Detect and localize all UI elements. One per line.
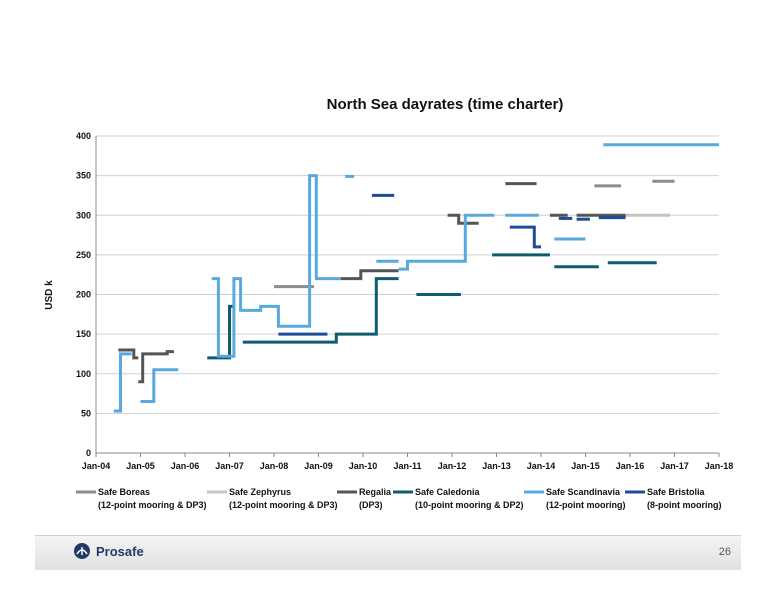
series-line-segment (211, 174, 341, 358)
x-tick-label: Jan-12 (438, 461, 467, 471)
legend-item: Regalia (DP3) (337, 487, 392, 510)
legend-note: (12-point mooring & DP3) (98, 500, 207, 510)
legend-item: Safe Boreas (12-point mooring & DP3) (76, 487, 207, 510)
legend-item: Safe Bristolia (8-point mooring) (625, 487, 721, 510)
chart-title: North Sea dayrates (time charter) (327, 96, 564, 113)
y-tick-label: 250 (76, 250, 91, 260)
legend-name: Safe Caledonia (415, 487, 481, 497)
gridlines (96, 135, 719, 414)
legend-name: Regalia (359, 487, 392, 497)
x-tick-label: Jan-16 (616, 461, 645, 471)
logo-text: Prosafe (96, 543, 144, 559)
series-lines (113, 143, 719, 413)
page-number: 26 (718, 546, 731, 558)
series-safe-boreas (274, 179, 675, 289)
y-tick-label: 100 (76, 369, 91, 379)
legend-note: (DP3) (359, 500, 383, 510)
y-tick-labels: 0 50 100 150 200 250 300 350 400 (76, 131, 91, 458)
legend-item: Safe Scandinavia (12-point mooring) (524, 487, 626, 510)
x-tick-label: Jan-13 (482, 461, 511, 471)
legend-item: Safe Zephyrus (12-point mooring & DP3) (207, 487, 338, 510)
series-safe-scandinavia (113, 143, 719, 413)
series-line-segment (113, 352, 132, 413)
y-tick-label: 50 (81, 408, 91, 418)
x-tick-label: Jan-08 (260, 461, 289, 471)
x-tick-label: Jan-09 (304, 461, 333, 471)
prosafe-logo-icon (74, 543, 90, 559)
x-tick-label: Jan-14 (527, 461, 556, 471)
series-regalia (118, 182, 626, 384)
y-tick-label: 150 (76, 329, 91, 339)
x-tick-labels: Jan-04 Jan-05 Jan-06 Jan-07 Jan-08 Jan-09 Jan-… (82, 461, 734, 471)
series-safe-caledonia (207, 253, 657, 360)
legend: Safe Boreas(12-point mooring & DP3)Safe … (76, 487, 721, 510)
x-tick-label: Jan-05 (126, 461, 155, 471)
x-tick-label: Jan-04 (82, 461, 111, 471)
x-tick-label: Jan-06 (171, 461, 200, 471)
series-line-segment (340, 269, 399, 281)
legend-note: (12-point mooring & DP3) (229, 500, 338, 510)
legend-name: Safe Boreas (98, 487, 150, 497)
series-line-segment (118, 348, 139, 360)
y-tick-label: 300 (76, 210, 91, 220)
axes (95, 136, 720, 457)
legend-note: (12-point mooring) (546, 500, 626, 510)
x-tick-label: Jan-15 (571, 461, 600, 471)
legend-name: Safe Scandinavia (546, 487, 621, 497)
footer-bar: Prosafe 26 (35, 535, 741, 570)
x-tick-label: Jan-18 (705, 461, 734, 471)
legend-note: (10-point mooring & DP2) (415, 500, 524, 510)
legend-note: (8-point mooring) (647, 500, 721, 510)
series-line-segment (509, 225, 541, 249)
legend-name: Safe Bristolia (647, 487, 706, 497)
x-tick-label: Jan-11 (393, 461, 421, 471)
series-line-segment (207, 304, 234, 360)
x-tick-label: Jan-10 (349, 461, 378, 471)
series-line-segment (140, 368, 179, 403)
y-tick-label: 350 (76, 171, 91, 181)
y-tick-label: 0 (86, 448, 91, 458)
y-tick-label: 400 (76, 131, 91, 141)
y-axis-title: USD k (44, 280, 55, 310)
legend-name: Safe Zephyrus (229, 487, 291, 497)
series-safe-bristolia (278, 193, 626, 336)
x-tick-label: Jan-17 (660, 461, 689, 471)
series-line-segment (398, 213, 495, 271)
y-tick-label: 200 (76, 290, 91, 300)
legend-item: Safe Caledonia (10-point mooring & DP2) (393, 487, 524, 510)
series-line-segment (447, 213, 479, 225)
x-tick-label: Jan-07 (215, 461, 244, 471)
series-line-segment (242, 277, 399, 344)
prosafe-logo: Prosafe (73, 542, 144, 560)
dayrates-chart: North Sea dayrates (time charter) USD k … (44, 96, 734, 510)
series-line-segment (138, 350, 174, 384)
